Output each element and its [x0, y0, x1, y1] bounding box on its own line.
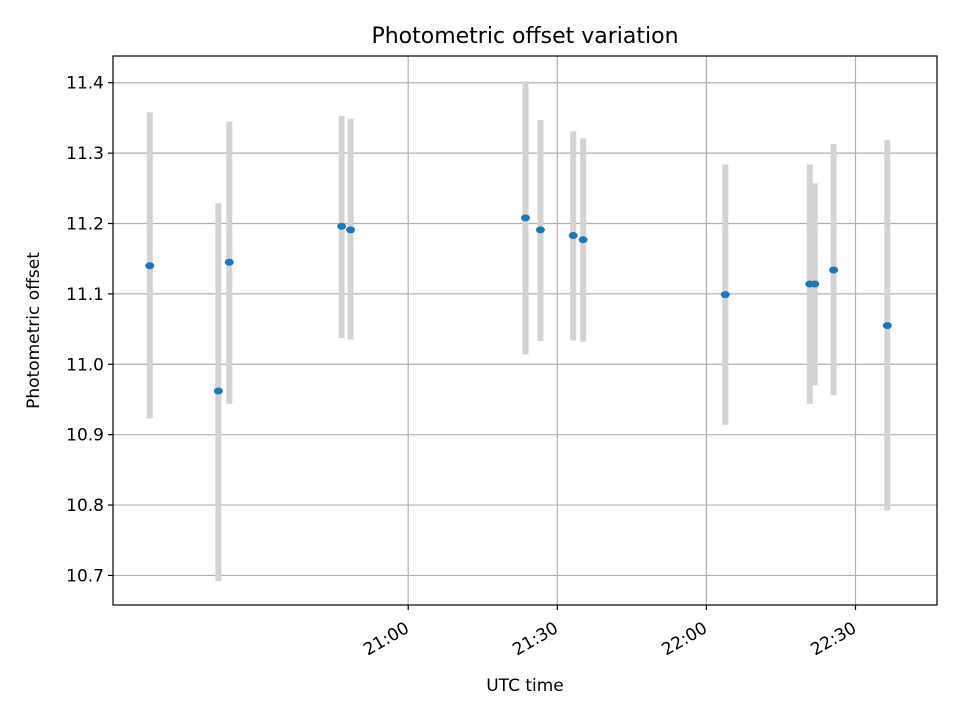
- y-tick-label: 10.8: [66, 496, 104, 516]
- chart-title: Photometric offset variation: [371, 24, 678, 49]
- y-tick-label: 11.3: [66, 144, 104, 164]
- data-point: [346, 226, 356, 234]
- data-point: [810, 280, 820, 288]
- data-point: [520, 214, 530, 222]
- y-tick-label: 11.4: [66, 74, 104, 94]
- data-point: [224, 258, 234, 266]
- data-point: [578, 236, 588, 244]
- x-axis-label: UTC time: [486, 676, 564, 696]
- data-point: [213, 387, 223, 395]
- data-point: [145, 262, 155, 270]
- data-point: [568, 231, 578, 239]
- data-point: [337, 222, 347, 230]
- plot-frame: [112, 55, 938, 606]
- y-tick-label: 11.0: [66, 355, 104, 375]
- y-tick-label: 11.2: [66, 215, 104, 235]
- y-tick-label: 11.1: [66, 285, 104, 305]
- data-point: [882, 322, 892, 330]
- data-point: [720, 291, 730, 299]
- data-points: [145, 214, 892, 395]
- y-tick-label: 10.9: [66, 426, 104, 446]
- data-point: [535, 226, 545, 234]
- y-tick-label: 10.7: [66, 566, 104, 586]
- data-point: [829, 266, 839, 274]
- y-axis-ticks: 10.7 10.8 10.9 11.0 11.1 11.2 11.3 11.4: [66, 74, 113, 586]
- y-axis-label: Photometric offset: [24, 252, 44, 409]
